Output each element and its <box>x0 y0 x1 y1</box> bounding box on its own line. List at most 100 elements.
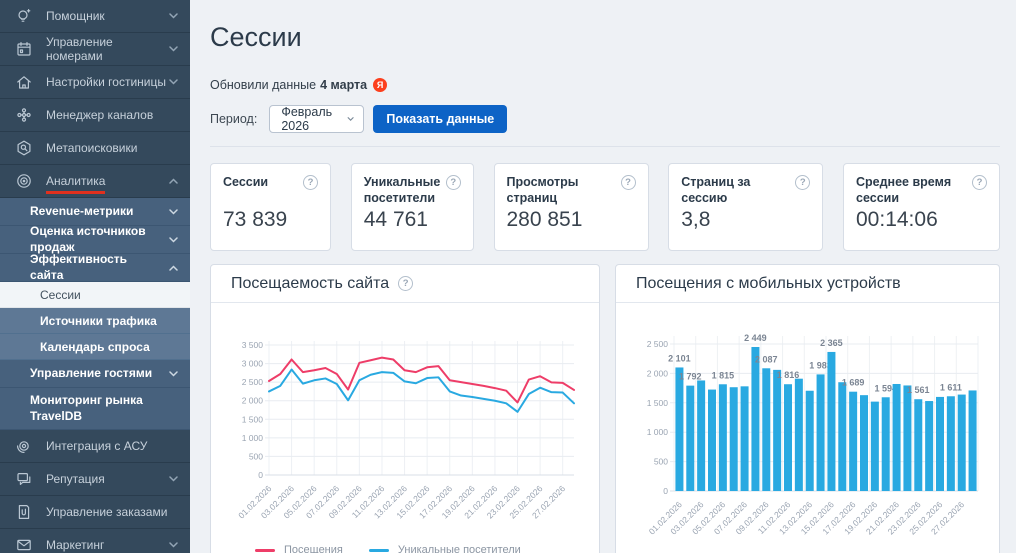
sidebar-item-управление-заказами[interactable]: Управление заказами <box>0 496 190 529</box>
period-label: Период: <box>210 112 258 126</box>
section-divider <box>210 146 1000 147</box>
sidebar-item-метапоисковики[interactable]: Метапоисковики <box>0 132 190 165</box>
sidebar-item-сессии[interactable]: Сессии <box>0 282 190 308</box>
chevron-down-icon <box>347 116 354 121</box>
sidebar-item-label: Репутация <box>46 472 105 486</box>
period-select[interactable]: Февраль 2026 <box>269 105 365 133</box>
svg-text:1 500: 1 500 <box>647 398 669 408</box>
help-icon[interactable]: ? <box>795 175 811 190</box>
sidebar-item-управление-номерами[interactable]: Управление номерами <box>0 33 190 66</box>
stat-card-title: Уникальные посетители <box>363 175 441 205</box>
mobile-bar-chart-svg: 0 500 1 000 1 500 2 000 2 500 2 101 1 792 1 815 2… <box>647 333 979 536</box>
sidebar-item-label: Эффективность сайта <box>30 251 128 282</box>
svg-text:1 816: 1 816 <box>777 370 800 380</box>
sidebar-item-настройки-гостиницы[interactable]: Настройки гостиницы <box>0 66 190 99</box>
svg-text:2 087: 2 087 <box>755 354 778 364</box>
chart-legend: Посещения Уникальные посетители <box>229 544 581 553</box>
stat-card-value: 73 839 <box>223 208 288 231</box>
svg-text:1 815: 1 815 <box>712 370 735 380</box>
sidebar-item-label: Маркетинг <box>46 538 105 552</box>
charts-row: Посещаемость сайта ? 0 500 1 000 1 500 2 000… <box>210 264 1000 553</box>
svg-text:1 983: 1 983 <box>809 360 832 370</box>
help-icon[interactable]: ? <box>620 175 636 190</box>
legend-item: Посещения <box>255 544 343 553</box>
help-icon[interactable]: ? <box>972 175 987 190</box>
svg-text:3 500: 3 500 <box>242 340 264 350</box>
legend-item: Уникальные посетители <box>368 544 521 553</box>
sidebar-item-revenue-метрики[interactable]: Revenue-метрики <box>0 198 190 226</box>
chevron-down-icon <box>169 13 178 19</box>
hub-icon <box>14 107 34 123</box>
stat-cards-row: Сессии? 73 839 Уникальные посетители? 44 76… <box>210 163 1000 251</box>
sidebar-item-интеграция-с-асу[interactable]: Интеграция с АСУ <box>0 430 190 463</box>
sidebar-item-label: Источники трафика <box>40 313 157 328</box>
svg-text:500: 500 <box>654 457 668 467</box>
stat-card-value: 00:14:06 <box>856 208 938 232</box>
stat-card-value: 3,8 <box>681 208 711 232</box>
sidebar-item-label: Управление номерами <box>46 35 113 63</box>
sidebar-item-календарь-спроса[interactable]: Календарь спроса <box>0 334 190 360</box>
target-icon <box>14 173 34 189</box>
svg-text:1 689: 1 689 <box>842 378 865 388</box>
stat-card-title: Просмотры страниц <box>506 175 579 205</box>
sidebar-item-помощник[interactable]: Помощник <box>0 0 190 33</box>
stat-card-title: Среднее время сессии <box>856 175 952 205</box>
show-data-button[interactable]: Показать данные <box>373 105 508 133</box>
sidebar-item-label: Управление заказами <box>46 505 168 519</box>
help-icon[interactable]: ? <box>445 175 461 190</box>
sidebar-item-аналитика[interactable]: Аналитика <box>0 165 190 198</box>
sidebar-item-мониторинг-рынка-traveldb[interactable]: Мониторинг рынка TravelDB <box>0 388 190 430</box>
calendar-icon <box>14 41 34 57</box>
sidebar-item-label: Мониторинг рынка TravelDB <box>30 392 143 423</box>
svg-text:2 365: 2 365 <box>820 338 843 348</box>
stat-card: Сессии? 73 839 <box>210 163 331 251</box>
chevron-down-icon <box>169 236 178 243</box>
sidebar-item-label: Настройки гостиницы <box>46 75 166 89</box>
svg-text:1 000: 1 000 <box>242 433 264 443</box>
sidebar-item-эффективность-сайта[interactable]: Эффективность сайта <box>0 251 190 282</box>
svg-text:2 000: 2 000 <box>242 396 264 406</box>
help-icon[interactable]: ? <box>398 276 414 291</box>
sidebar-item-оценка-источников-продаж[interactable]: Оценка источников продаж <box>0 224 190 254</box>
legend-label: Посещения <box>284 544 343 553</box>
sidebar-item-управление-гостями[interactable]: Управление гостями <box>0 360 190 388</box>
sidebar-item-менеджер-каналов[interactable]: Менеджер каналов <box>0 99 190 132</box>
svg-text:0: 0 <box>663 486 668 496</box>
sidebar-item-репутация[interactable]: Репутация <box>0 463 190 496</box>
updated-status: Обновили данные 4 марта Я <box>210 78 1000 92</box>
search-hexagon-icon <box>14 140 34 156</box>
mobile-chart-panel: Посещения с мобильных устройств 0 500 1 00… <box>615 264 1000 553</box>
chevron-down-icon <box>169 476 178 482</box>
lightbulb-icon <box>14 8 34 24</box>
svg-text:2 000: 2 000 <box>647 368 669 378</box>
stat-card: Страниц за сессию? 3,8 <box>668 163 824 251</box>
sidebar-item-label: Управление гостями <box>30 365 153 380</box>
svg-text:2 500: 2 500 <box>647 339 669 349</box>
updated-prefix: Обновили данные <box>210 78 317 92</box>
svg-text:1 594: 1 594 <box>874 383 897 393</box>
sidebar-item-источники-трафика[interactable]: Источники трафика <box>0 308 190 334</box>
chevron-down-icon <box>169 79 178 85</box>
sidebar-item-label: Интеграция с АСУ <box>46 439 148 453</box>
sidebar-item-label: Метапоисковики <box>46 141 138 155</box>
sidebar-item-label: Аналитика <box>46 174 169 194</box>
chat-icon <box>14 471 34 487</box>
chevron-down-icon <box>169 542 178 548</box>
period-select-value: Февраль 2026 <box>281 105 333 133</box>
sidebar-item-label: Revenue-метрики <box>30 203 134 218</box>
svg-text:1 611: 1 611 <box>940 382 962 392</box>
stat-card-value: 280 851 <box>506 208 583 232</box>
stat-card-title: Страниц за сессию <box>681 175 751 205</box>
sidebar-item-маркетинг[interactable]: Маркетинг <box>0 529 190 553</box>
visits-chart-title: Посещаемость сайта <box>231 274 390 292</box>
svg-text:0: 0 <box>258 470 263 480</box>
sidebar-item-label: Помощник <box>46 9 105 23</box>
chevron-down-icon <box>169 208 178 215</box>
chevron-up-icon <box>169 178 178 184</box>
chevron-down-icon <box>169 46 178 52</box>
svg-text:1 561: 1 561 <box>907 385 930 395</box>
sidebar-item-label: Менеджер каналов <box>46 108 154 122</box>
house-icon <box>14 74 34 90</box>
help-icon[interactable]: ? <box>303 175 318 190</box>
